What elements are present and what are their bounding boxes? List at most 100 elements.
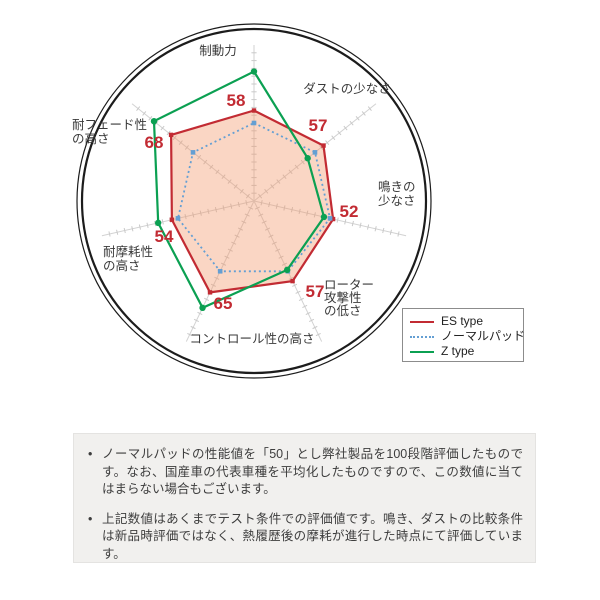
axis-tick (244, 213, 250, 217)
axis-tick (300, 159, 305, 165)
axis-label: ダストの少なさ (303, 81, 391, 96)
axis-tick (245, 200, 248, 206)
axis-label: 攻撃性 (324, 290, 362, 305)
axis-tick (343, 125, 348, 131)
axis-label: 制動力 (199, 44, 237, 58)
bullet-icon: • (88, 511, 93, 526)
axis-tick (241, 220, 247, 224)
axis-tick (108, 231, 111, 237)
axis-label: コントロール性の高さ (189, 331, 314, 346)
axis-tick (142, 111, 147, 116)
axis-tick (192, 212, 195, 218)
axis-tick (298, 208, 301, 215)
series-z-marker (150, 118, 158, 125)
axis-tick (184, 145, 189, 150)
axis-tick (313, 212, 316, 218)
chart-legend: ES type ノーマルパッド Z type (402, 308, 525, 362)
axis-label: の低さ (324, 304, 362, 318)
axis-tick (389, 229, 392, 235)
axis-tick (207, 208, 210, 215)
axis-tick (288, 169, 293, 175)
series-z-polygon (152, 70, 326, 310)
axis-tick (204, 297, 210, 301)
series-es-marker (168, 132, 174, 138)
legend-item: ES type (410, 314, 523, 329)
series-es-fill (171, 110, 334, 293)
axis-tick (308, 318, 315, 323)
axis-tick (123, 227, 126, 234)
axis-tick (214, 207, 218, 213)
axis-tick (237, 201, 240, 208)
axis-tick (305, 311, 311, 316)
axis-tick (234, 234, 240, 238)
axis-label: の高さ (103, 258, 141, 273)
axis-tick (268, 201, 271, 208)
series-z-marker (304, 155, 311, 162)
axis-tick (336, 217, 339, 223)
axis-tick (230, 203, 233, 209)
axis-tick (203, 159, 208, 165)
axis-tick (210, 283, 216, 287)
axis-tick (271, 241, 277, 245)
axis-tick (264, 188, 269, 194)
axis-tick (268, 234, 274, 238)
axis-tick (312, 325, 318, 330)
axis-tick (237, 227, 244, 231)
axis-tick (260, 200, 263, 206)
axis-tick (258, 213, 264, 217)
series-normal-marker (251, 120, 257, 126)
value-label: 68 (145, 133, 164, 152)
axis-tick (397, 231, 400, 237)
series-es-marker (251, 108, 257, 113)
axis-tick (319, 145, 324, 150)
legend-item: ノーマルパッド (410, 329, 525, 344)
axis-tick (315, 332, 321, 337)
series-normal-marker (312, 150, 318, 155)
axis-tick (160, 125, 165, 131)
series-z-marker (250, 68, 258, 75)
series-normal-marker (327, 216, 333, 221)
axis-label: 少なさ (378, 194, 416, 208)
series-es-marker (321, 143, 326, 148)
series-z-marker (154, 219, 162, 227)
axis-tick (221, 174, 226, 180)
axis-tick (131, 226, 134, 232)
note-text: 上記数値はあくまでテスト条件での評価値です。鳴き、ダストの比較条件は新品時評価で… (102, 511, 523, 561)
value-label: 54 (155, 227, 174, 246)
axis-tick (361, 111, 366, 116)
note-item: • ノーマルパッドの性能値を「50」とし弊社製品を100段階評価したものです。な… (88, 446, 523, 499)
axis-tick (138, 224, 141, 230)
axis-tick (261, 220, 267, 224)
axis-tick (374, 226, 377, 232)
value-label: 58 (227, 91, 246, 110)
axis-tick (227, 248, 233, 252)
axis-tick (161, 219, 164, 225)
axis-tick (290, 207, 294, 213)
series-es-marker (290, 278, 295, 284)
axis-tick (224, 255, 230, 259)
legend-label: ES type (441, 314, 484, 328)
axis-tick (222, 205, 225, 211)
axis-tick (351, 220, 354, 227)
axis-tick (245, 193, 250, 199)
axis-tick (292, 283, 298, 287)
series-normal-polygon (177, 122, 331, 273)
axis-tick (239, 188, 244, 194)
series-z-marker (320, 213, 328, 221)
axis-tick (116, 229, 119, 235)
note-item: • 上記数値はあくまでテスト条件での評価値です。鳴き、ダストの比較条件は新品時評… (88, 511, 523, 564)
axis-tick (288, 276, 294, 280)
legend-line-swatch (410, 335, 434, 338)
axis-tick (344, 219, 347, 225)
axis-tick (349, 120, 354, 126)
value-label: 57 (309, 116, 328, 135)
axis-tick (214, 276, 220, 280)
axis-label: 耐摩耗性 (103, 244, 153, 259)
axis-label: ローター (324, 278, 374, 292)
axis-tick (298, 297, 304, 301)
axis-tick (295, 290, 301, 294)
axis-tick (359, 222, 362, 228)
axis-tick (248, 206, 254, 210)
axis-tick (193, 318, 200, 323)
